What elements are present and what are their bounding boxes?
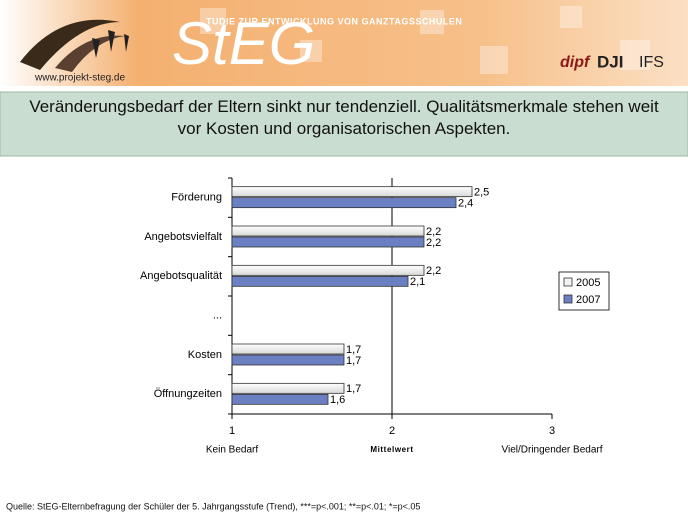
x-tick-label: 2	[389, 425, 395, 437]
bar	[231, 382, 345, 394]
bar	[231, 236, 425, 248]
logo: StEG	[172, 10, 315, 77]
bar	[231, 186, 473, 198]
value-label: 2,1	[410, 276, 425, 288]
partner-ifs: IFS	[639, 54, 664, 71]
category-label: Öffnungzeiten	[154, 388, 222, 400]
header-band	[0, 0, 688, 86]
legend-label: 2005	[576, 277, 600, 289]
partner-dji: DJI	[597, 52, 623, 71]
category-label: Angebotsqualität	[140, 270, 222, 282]
x-tick-label: 3	[549, 425, 555, 437]
value-label: 2,5	[474, 187, 489, 199]
axis-annotation: Viel/Dringender Bedarf	[502, 445, 603, 456]
legend-swatch	[563, 294, 573, 304]
bar	[231, 343, 345, 355]
partner-dipf: dipf	[560, 54, 591, 71]
bar	[231, 197, 457, 209]
value-label: 1,6	[330, 394, 345, 406]
value-label: 2,4	[458, 198, 473, 210]
tagline: TUDIE ZUR ENTWICKLUNG VON GANZTAGSSCHULE…	[206, 16, 462, 26]
header-squares	[200, 6, 650, 74]
category-label: Kosten	[188, 349, 222, 361]
value-label: 1,7	[346, 383, 361, 395]
category-label: ...	[213, 310, 222, 322]
category-label: Förderung	[171, 192, 222, 204]
value-label: 2,2	[426, 237, 441, 249]
legend-label: 2007	[576, 294, 600, 306]
bar	[231, 354, 345, 366]
value-label: 1,7	[346, 344, 361, 356]
title-box: Veränderungsbedarf der Eltern sinkt nur …	[29, 97, 659, 138]
bar	[231, 225, 425, 237]
title-band	[0, 91, 688, 157]
header-url: www.projekt-steg.de	[34, 73, 125, 84]
x-tick-label: 1	[229, 425, 235, 437]
axis-annotation: Mittelwert	[370, 445, 413, 454]
axis-annotation: Kein Bedarf	[206, 445, 258, 456]
value-label: 2,2	[426, 226, 441, 238]
bar	[231, 393, 329, 405]
steg-emblem	[20, 19, 129, 72]
bar	[231, 275, 409, 287]
footer-source: Quelle: StEG-Elternbefragung der Schüler…	[6, 501, 420, 511]
legend-swatch	[563, 277, 573, 287]
value-label: 1,7	[346, 355, 361, 367]
bar	[231, 264, 425, 276]
chart-title: Veränderungsbedarf der Eltern sinkt nur …	[29, 97, 659, 138]
value-label: 2,2	[426, 265, 441, 277]
category-label: Angebotsvielfalt	[144, 231, 222, 243]
